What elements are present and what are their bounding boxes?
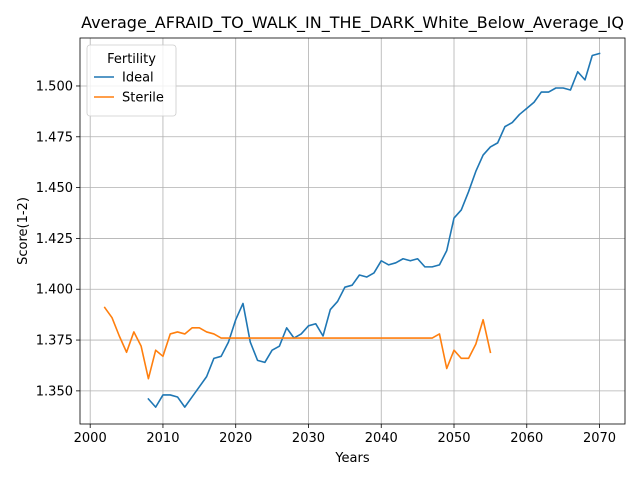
y-tick-label: 1.475: [36, 130, 73, 145]
y-tick-label: 1.500: [36, 79, 73, 94]
x-axis-label: Years: [334, 451, 370, 466]
y-axis-label: Score(1-2): [16, 197, 31, 265]
x-tick-label: 2000: [74, 431, 107, 446]
x-tick-label: 2050: [437, 431, 470, 446]
legend-label-ideal: Ideal: [122, 71, 154, 86]
legend-entries: Ideal Sterile: [94, 71, 164, 106]
legend-label-sterile: Sterile: [122, 91, 164, 106]
legend-box: [86, 44, 177, 117]
x-tick-label: 2040: [365, 431, 398, 446]
x-tick-label: 2030: [292, 431, 325, 446]
y-tick-label: 1.350: [36, 384, 73, 399]
plot-frame: [79, 37, 626, 425]
x-tick-label: 2060: [510, 431, 543, 446]
x-tick-label: 2020: [219, 431, 252, 446]
y-tick-label: 1.425: [36, 232, 73, 247]
x-tick-label: 2010: [146, 431, 179, 446]
series-lines: [103, 52, 601, 408]
series-line-ideal: [147, 52, 601, 408]
chart-title: Average_AFRAID_TO_WALK_IN_THE_DARK_White…: [81, 13, 624, 33]
grid: [80, 38, 625, 424]
y-tick-label: 1.375: [36, 334, 73, 349]
axis-ticks: 2000 2010 2020 2030 2040 2050 2060 2070 1.350 1.3…: [36, 79, 616, 446]
legend-title: Fertility: [107, 52, 156, 67]
y-tick-label: 1.450: [36, 181, 73, 196]
legend: Fertility Ideal Sterile: [86, 44, 177, 117]
x-tick-label: 2070: [583, 431, 616, 446]
y-tick-label: 1.400: [36, 283, 73, 298]
series-line-sterile: [103, 306, 492, 380]
